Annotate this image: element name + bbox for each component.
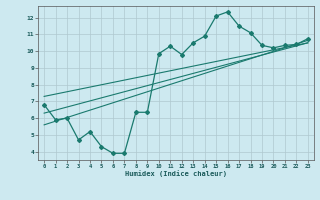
X-axis label: Humidex (Indice chaleur): Humidex (Indice chaleur)	[125, 171, 227, 177]
